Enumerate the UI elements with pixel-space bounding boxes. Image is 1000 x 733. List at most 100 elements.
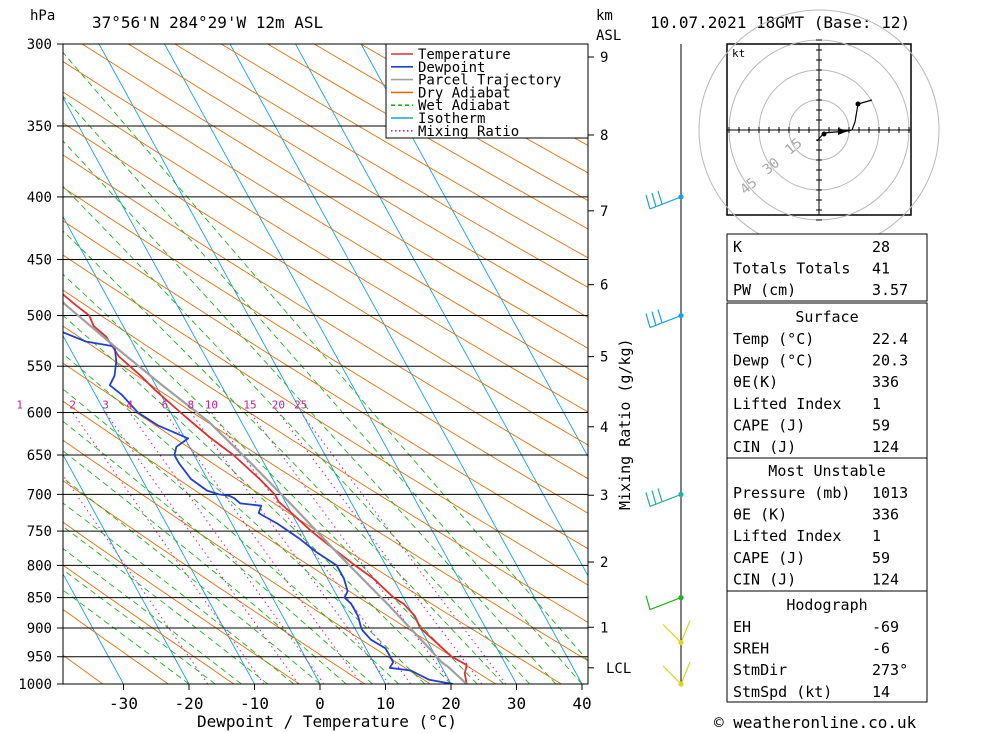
height-tick-label: 7 <box>600 204 608 220</box>
pressure-tick-label: 450 <box>27 253 52 269</box>
wind-barb-shaft <box>680 661 691 685</box>
surface-row-value: 59 <box>872 416 890 434</box>
mixing-ratio-axis-label: Mixing Ratio (g/kg) <box>616 338 634 510</box>
pressure-tick-label: 700 <box>27 487 52 503</box>
most-unstable-row-value: 1013 <box>872 484 908 502</box>
most-unstable-row-value: 59 <box>872 549 890 567</box>
hodograph-point <box>855 101 861 107</box>
wet-adiabat-line <box>63 140 557 684</box>
isotherm-line <box>63 334 255 684</box>
height-tick-label: 5 <box>600 350 608 366</box>
dry-adiabat-line <box>63 362 562 684</box>
dry-adiabat-line <box>267 44 588 230</box>
pressure-tick-label: 550 <box>27 359 52 375</box>
most-unstable-row-label: θE (K) <box>733 506 787 524</box>
mixing-ratio-label: 6 <box>162 398 169 411</box>
parcel-trajectory-profile <box>63 301 468 684</box>
skewt-background <box>63 44 588 684</box>
hodograph-table-row-value: -69 <box>872 618 899 636</box>
legend-box <box>385 43 589 139</box>
surface-row-value: 124 <box>872 438 899 456</box>
dry-adiabat-line <box>221 44 588 259</box>
surface-row-value: 20.3 <box>872 352 908 370</box>
height-tick-label: 6 <box>600 278 608 294</box>
index-row-value: 28 <box>872 238 890 256</box>
mixing-ratio-label: 20 <box>272 398 285 411</box>
asl-unit-label: ASL <box>596 28 621 44</box>
legend-label-isotherm: Isotherm <box>418 111 485 127</box>
legend-label-parcel-trajectory: Parcel Trajectory <box>418 73 561 89</box>
wind-barb-shaft <box>649 493 682 507</box>
hodograph-table-row-value: -6 <box>872 640 890 658</box>
x-axis-label: Dewpoint / Temperature (°C) <box>197 712 457 731</box>
indices-tables: K 28 Totals Totals 41 PW (cm) 3.57 Surface Temp… <box>726 233 928 703</box>
most-unstable-title: Most Unstable <box>768 462 885 480</box>
mixing-ratio-label: 15 <box>243 398 256 411</box>
pressure-tick-label: 750 <box>27 524 52 540</box>
mixing-ratio-label: 3 <box>102 398 109 411</box>
wind-barb-shaft <box>662 624 682 643</box>
temperature-tick-label: -10 <box>240 694 269 713</box>
dry-adiabat-line <box>63 521 300 684</box>
temperature-tick-label: 30 <box>507 694 526 713</box>
wind-barb-flag <box>651 490 657 505</box>
hodograph-table-box <box>726 590 928 703</box>
wind-barb-shaft <box>680 620 691 643</box>
most-unstable-row-label: Pressure (mb) <box>733 484 850 502</box>
pressure-tick-label: 600 <box>27 405 52 421</box>
wind-barb-flag <box>645 313 651 328</box>
plot-frame <box>62 43 589 685</box>
pressure-tick-label: 500 <box>27 309 52 325</box>
location-title: 37°56'N 284°29'W 12m ASL <box>92 13 323 32</box>
isotherm-line <box>63 573 124 684</box>
wind-barb-flag <box>651 192 657 208</box>
temperature-profile <box>63 293 468 684</box>
dry-adiabat-line <box>63 61 588 381</box>
most-unstable-row-label: CAPE (J) <box>733 549 805 567</box>
wind-barb-flag <box>645 492 651 507</box>
most-unstable-row-label: CIN (J) <box>733 570 796 588</box>
pressure-tick-label: 300 <box>27 37 52 53</box>
temperature-tick-label: -20 <box>175 694 204 713</box>
surface-title: Surface <box>795 308 858 326</box>
wind-barb-flag <box>657 190 663 205</box>
pressure-tick-label: 400 <box>27 190 52 206</box>
mixing-ratio-line <box>249 412 453 684</box>
height-tick-label: 2 <box>600 555 608 571</box>
index-row-value: 3.57 <box>872 281 908 299</box>
isotherm-line <box>295 44 588 577</box>
mixing-ratio-line <box>164 412 362 684</box>
surface-row-label: CAPE (J) <box>733 416 805 434</box>
skewt-profiles <box>63 293 468 684</box>
mixing-ratio-line <box>129 412 325 684</box>
surface-row-label: CIN (J) <box>733 438 796 456</box>
wind-barb-shaft <box>662 665 682 685</box>
wet-adiabat-line <box>63 314 452 684</box>
dewpoint-profile <box>63 331 454 684</box>
isotherm-line <box>360 44 588 458</box>
lcl-label: LCL <box>606 661 631 677</box>
mixing-ratio-labels: 1 2 3 4 6 8 10 15 20 25 <box>16 398 307 411</box>
mixing-ratio-label: 8 <box>187 398 194 411</box>
legend-label-dry-adiabat: Dry Adiabat <box>418 85 511 101</box>
hodograph-table-row-label: StmSpd (kt) <box>733 683 832 701</box>
temperature-tick-label: 10 <box>376 694 395 713</box>
height-tick-label: 1 <box>600 620 608 636</box>
km-unit-label: km <box>596 8 613 24</box>
height-tick-label: 8 <box>600 128 608 144</box>
legend-label-temperature: Temperature <box>418 47 511 63</box>
most-unstable-row-label: Lifted Index <box>733 527 841 545</box>
pressure-tick-label: 1000 <box>18 677 52 693</box>
wind-barb-flag <box>645 194 651 210</box>
dry-adiabat-line <box>63 608 169 684</box>
height-tick-label: 3 <box>600 488 608 504</box>
wet-adiabat-line <box>63 95 583 684</box>
wet-adiabat-line <box>63 230 504 684</box>
height-tick-label: 9 <box>600 50 608 66</box>
wind-barb-flag <box>651 311 657 326</box>
indices-box <box>726 233 928 302</box>
wind-profile <box>645 44 691 687</box>
index-row-label: PW (cm) <box>733 281 796 299</box>
